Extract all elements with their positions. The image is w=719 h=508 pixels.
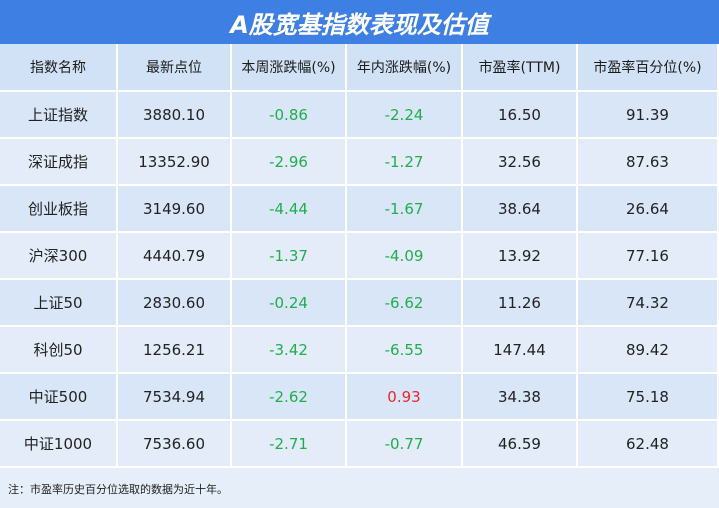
table-cell: -6.62 bbox=[347, 280, 463, 327]
table-cell: 26.64 bbox=[578, 186, 719, 233]
table-cell: -2.96 bbox=[232, 139, 347, 186]
table-cell: 3149.60 bbox=[118, 186, 232, 233]
header-cell: 指数名称 bbox=[0, 44, 118, 92]
row-label: 沪深300 bbox=[0, 233, 118, 280]
table-cell: -2.24 bbox=[347, 92, 463, 139]
table-cell: -4.09 bbox=[347, 233, 463, 280]
table-cell: -0.86 bbox=[232, 92, 347, 139]
table-cell: -2.71 bbox=[232, 421, 347, 468]
table-cell: 91.39 bbox=[578, 92, 719, 139]
table-cell: 2830.60 bbox=[118, 280, 232, 327]
note: 注：市盈率历史百分位选取的数据为近十年。 bbox=[8, 483, 228, 496]
row-label: 创业板指 bbox=[0, 186, 118, 233]
table-cell: 147.44 bbox=[463, 327, 578, 374]
table-cell: -3.42 bbox=[232, 327, 347, 374]
row-label: 上证指数 bbox=[0, 92, 118, 139]
table-cell: 7536.60 bbox=[118, 421, 232, 468]
table-cell: 13352.90 bbox=[118, 139, 232, 186]
header-cell: 市盈率百分位(%) bbox=[578, 44, 719, 92]
table-cell: 11.26 bbox=[463, 280, 578, 327]
header-cell: 市盈率(TTM) bbox=[463, 44, 578, 92]
table-cell: 0.93 bbox=[347, 374, 463, 421]
header-cell: 最新点位 bbox=[118, 44, 232, 92]
table-cell: 75.18 bbox=[578, 374, 719, 421]
table-cell: 32.56 bbox=[463, 139, 578, 186]
table-cell: 16.50 bbox=[463, 92, 578, 139]
row-label: 科创50 bbox=[0, 327, 118, 374]
table-cell: 3880.10 bbox=[118, 92, 232, 139]
table-cell: 77.16 bbox=[578, 233, 719, 280]
row-label: 深证成指 bbox=[0, 139, 118, 186]
row-label: 中证500 bbox=[0, 374, 118, 421]
table-cell: -1.27 bbox=[347, 139, 463, 186]
table-cell: 7534.94 bbox=[118, 374, 232, 421]
table-cell: 34.38 bbox=[463, 374, 578, 421]
header-cell: 本周涨跌幅(%) bbox=[232, 44, 347, 92]
table-cell: -1.37 bbox=[232, 233, 347, 280]
header-cell: 年内涨跌幅(%) bbox=[347, 44, 463, 92]
table-cell: 38.64 bbox=[463, 186, 578, 233]
table-cell: 13.92 bbox=[463, 233, 578, 280]
table-cell: -1.67 bbox=[347, 186, 463, 233]
table-cell: 1256.21 bbox=[118, 327, 232, 374]
table-cell: 4440.79 bbox=[118, 233, 232, 280]
table-cell: 89.42 bbox=[578, 327, 719, 374]
table-cell: -2.62 bbox=[232, 374, 347, 421]
table-cell: 62.48 bbox=[578, 421, 719, 468]
table-cell: -4.44 bbox=[232, 186, 347, 233]
title: A股宽基指数表现及估值 bbox=[0, 0, 719, 44]
table-cell: 87.63 bbox=[578, 139, 719, 186]
table-cell: -0.24 bbox=[232, 280, 347, 327]
row-label: 上证50 bbox=[0, 280, 118, 327]
table-cell: -0.77 bbox=[347, 421, 463, 468]
table-cell: 74.32 bbox=[578, 280, 719, 327]
table-cell: -6.55 bbox=[347, 327, 463, 374]
table-cell: 46.59 bbox=[463, 421, 578, 468]
row-label: 中证1000 bbox=[0, 421, 118, 468]
